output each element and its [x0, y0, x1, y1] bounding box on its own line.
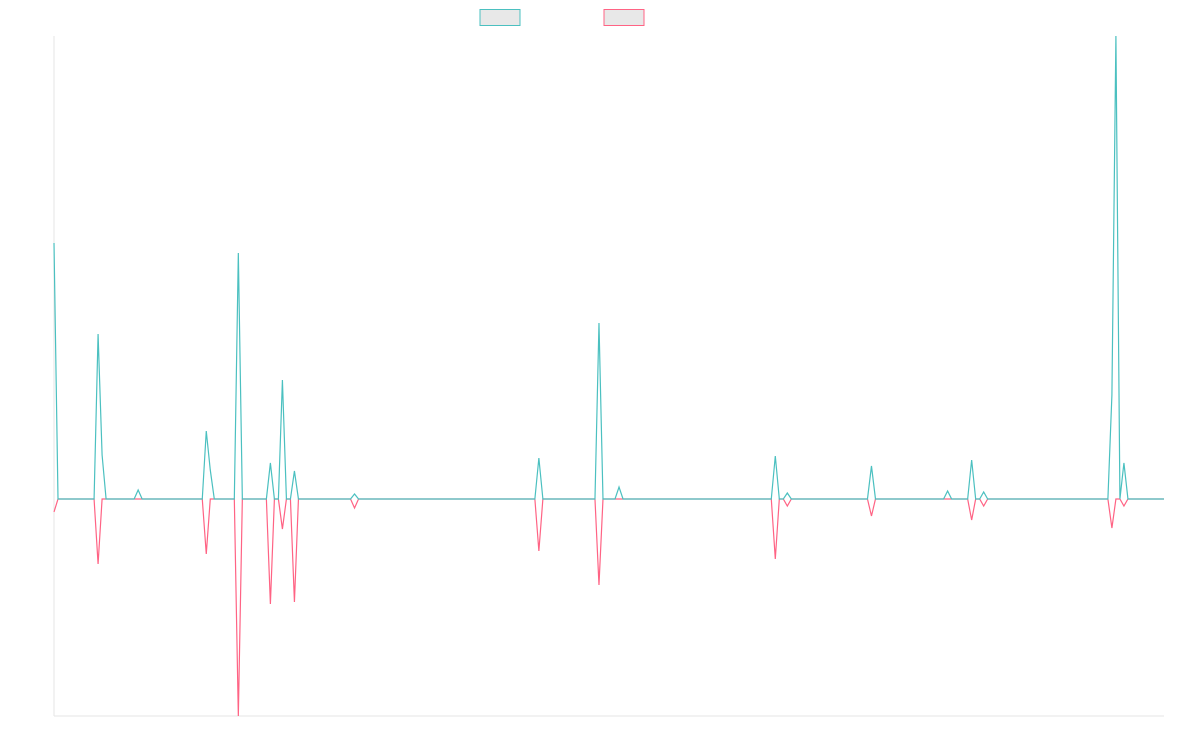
legend-swatch[interactable] — [479, 9, 521, 26]
series-line — [53, 35, 1164, 500]
legend-swatch[interactable] — [603, 9, 645, 26]
series-line — [53, 498, 1164, 717]
